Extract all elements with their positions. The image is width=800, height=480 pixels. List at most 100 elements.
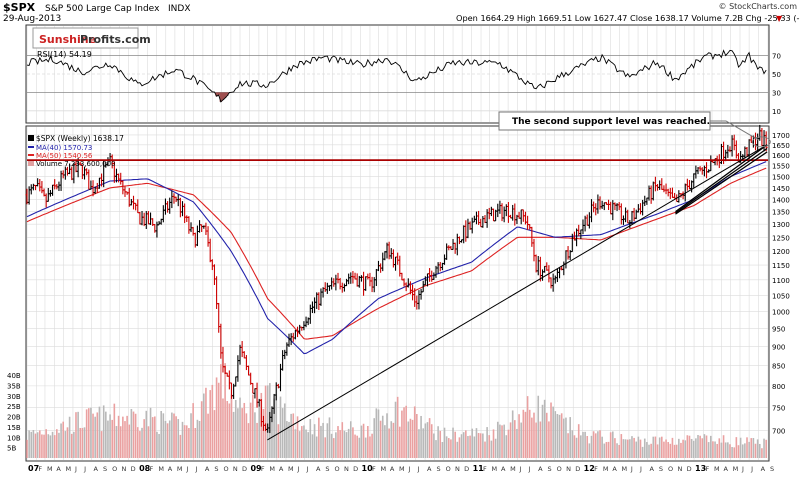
volume-bar bbox=[652, 436, 655, 458]
price-tick-label: 1600 bbox=[772, 152, 790, 160]
volume-bar bbox=[496, 421, 499, 458]
volume-bar bbox=[192, 403, 194, 458]
legend-swatch-volume bbox=[28, 161, 34, 166]
trendline-layer bbox=[27, 120, 771, 441]
volume-bar bbox=[258, 406, 260, 458]
volume-bar bbox=[692, 440, 695, 458]
price-tick-label: 1150 bbox=[772, 262, 790, 270]
volume-bar bbox=[196, 419, 199, 458]
legend-ma40: MA(40) 1570.73 bbox=[36, 144, 92, 152]
x-month-label: J bbox=[417, 465, 420, 473]
x-month-label: J bbox=[639, 465, 642, 473]
volume-bar bbox=[337, 426, 339, 458]
x-month-label: J bbox=[185, 465, 188, 473]
volume-bar bbox=[577, 424, 580, 458]
volume-bar bbox=[705, 435, 708, 458]
volume-bar bbox=[467, 436, 469, 458]
volume-bar bbox=[386, 413, 388, 458]
x-month-label: F bbox=[38, 465, 42, 473]
volume-bar bbox=[179, 434, 182, 458]
volume-bar bbox=[156, 431, 158, 458]
volume-bar bbox=[646, 442, 648, 458]
volume-bar bbox=[684, 440, 687, 458]
volume-bar bbox=[154, 416, 156, 458]
price-legend: $SPX (Weekly) 1638.17 MA(40) 1570.73 MA(… bbox=[28, 134, 124, 168]
x-month-label: M bbox=[510, 465, 516, 473]
x-month-label: J bbox=[528, 465, 531, 473]
x-month-label: A bbox=[390, 465, 395, 473]
volume-bar bbox=[220, 364, 222, 458]
volume-bar bbox=[130, 409, 133, 458]
volume-bar bbox=[716, 443, 718, 458]
x-month-label: S bbox=[548, 465, 552, 473]
volume-bar bbox=[445, 436, 448, 458]
volume-bar bbox=[420, 415, 422, 458]
x-month-label: J bbox=[296, 465, 299, 473]
volume-bar bbox=[575, 437, 578, 458]
volume-bar bbox=[541, 404, 544, 458]
volume-bar bbox=[573, 435, 576, 458]
volume-bar bbox=[416, 414, 418, 458]
rsi-layer bbox=[26, 49, 767, 103]
volume-bar bbox=[488, 435, 491, 458]
volume-bar bbox=[701, 438, 704, 458]
x-year-label: 11 bbox=[473, 464, 485, 473]
volume-bar bbox=[720, 442, 723, 458]
volume-bar bbox=[663, 441, 665, 458]
volume-bar bbox=[30, 431, 33, 458]
volume-bar bbox=[70, 433, 73, 458]
volume-bar bbox=[75, 412, 77, 458]
volume-bar bbox=[543, 399, 546, 458]
volume-bar bbox=[605, 442, 608, 458]
volume-bar bbox=[641, 446, 644, 458]
volume-bar bbox=[535, 422, 537, 458]
volume-bar bbox=[409, 418, 412, 458]
volume-bar bbox=[394, 401, 397, 458]
x-month-label: O bbox=[223, 465, 228, 473]
volume-bar bbox=[501, 425, 503, 458]
x-month-label: A bbox=[723, 465, 728, 473]
x-month-label: O bbox=[557, 465, 562, 473]
volume-bar bbox=[690, 438, 693, 458]
x-month-label: M bbox=[47, 465, 53, 473]
x-month-label: A bbox=[279, 465, 284, 473]
x-year-label: 12 bbox=[584, 464, 595, 473]
volume-bar bbox=[584, 431, 586, 458]
price-tick-label: 1700 bbox=[772, 132, 790, 140]
volume-tick-label: 40B bbox=[7, 372, 21, 380]
x-month-label: N bbox=[566, 465, 571, 473]
volume-bar bbox=[203, 393, 205, 458]
volume-bar bbox=[38, 430, 41, 458]
volume-bar bbox=[411, 419, 414, 458]
ma50-line bbox=[26, 167, 767, 340]
volume-bar bbox=[707, 442, 710, 458]
volume-bar bbox=[139, 431, 141, 458]
volume-bar bbox=[739, 437, 742, 458]
volume-bar bbox=[126, 415, 128, 458]
x-month-label: D bbox=[687, 465, 692, 473]
volume-bar bbox=[567, 433, 569, 458]
volume-bar bbox=[217, 382, 220, 458]
x-month-label: A bbox=[501, 465, 506, 473]
symbol-label: $SPX bbox=[3, 1, 36, 14]
volume-bar bbox=[34, 433, 37, 458]
volume-bar bbox=[658, 437, 661, 458]
volume-tick-label: 5B bbox=[7, 445, 16, 453]
x-month-label: N bbox=[677, 465, 682, 473]
volume-bar bbox=[590, 435, 593, 458]
x-month-label: J bbox=[407, 465, 410, 473]
volume-bar bbox=[90, 407, 92, 458]
x-month-label: N bbox=[455, 465, 460, 473]
index-name: S&P 500 Large Cap Index bbox=[45, 4, 160, 14]
volume-bar bbox=[311, 434, 314, 458]
price-tick-label: 900 bbox=[772, 344, 785, 352]
sunshine-profits-logo: Sunshine Profits.com bbox=[32, 27, 151, 49]
volume-bar bbox=[266, 385, 269, 458]
volume-bar bbox=[756, 439, 759, 458]
x-month-label: J bbox=[750, 465, 753, 473]
volume-bar bbox=[586, 436, 589, 458]
volume-bar bbox=[68, 416, 71, 458]
volume-bar bbox=[49, 435, 52, 458]
ohlc-readout: Open 1664.29 High 1669.51 Low 1627.47 Cl… bbox=[456, 13, 800, 23]
x-month-label: A bbox=[761, 465, 766, 473]
